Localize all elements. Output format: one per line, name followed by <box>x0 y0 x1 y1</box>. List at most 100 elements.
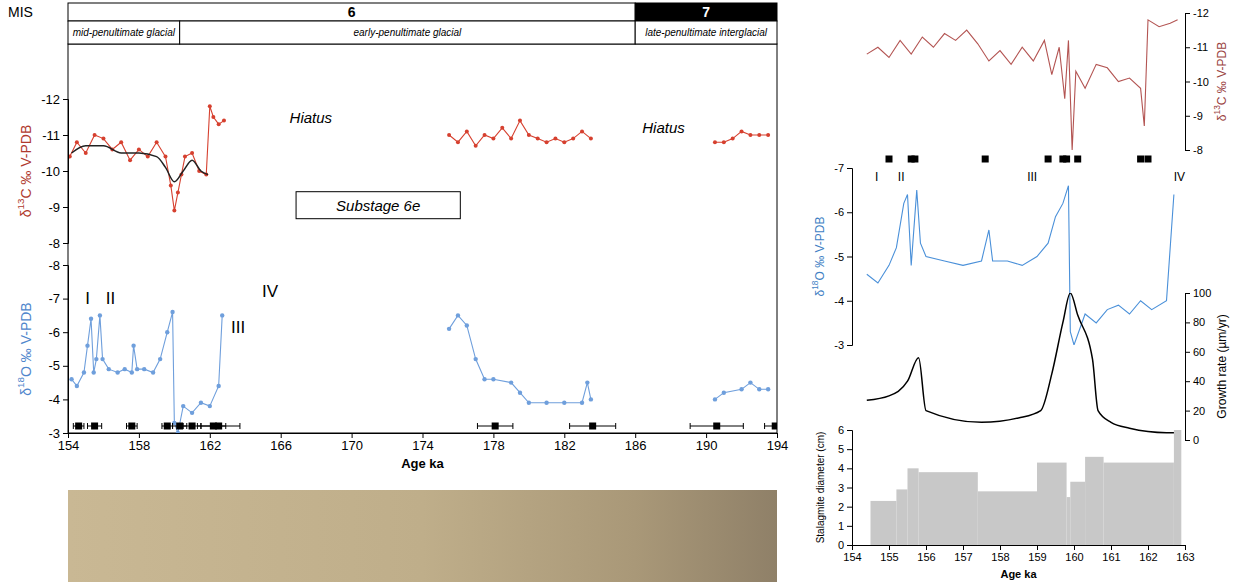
tick-label: 156 <box>917 551 935 563</box>
tick: 162 <box>1139 545 1157 563</box>
tick-label: 60 <box>1193 346 1205 358</box>
tick: 80 <box>1185 316 1205 328</box>
note: Substage 6e <box>336 197 420 214</box>
tick-mark <box>63 243 68 244</box>
date-marker <box>215 423 222 430</box>
tick-mark <box>1185 116 1190 117</box>
line <box>72 146 208 182</box>
tick-label: 166 <box>270 438 292 453</box>
tick: 159 <box>1028 545 1046 563</box>
tick-label: -4 <box>48 392 60 407</box>
point <box>92 370 96 374</box>
point <box>748 380 752 384</box>
point <box>739 387 743 391</box>
tick-label: -4 <box>834 295 844 307</box>
text-part: δ <box>18 209 34 217</box>
point <box>585 380 589 384</box>
tick-label: 182 <box>554 438 576 453</box>
tick-label: -8 <box>48 258 60 273</box>
point <box>491 137 495 141</box>
point <box>447 327 451 331</box>
dates <box>73 423 777 430</box>
bar <box>1174 430 1181 545</box>
error-cap <box>83 423 84 429</box>
point <box>115 370 119 374</box>
point <box>158 357 162 361</box>
point <box>757 387 761 391</box>
tick-mark <box>1185 82 1190 83</box>
tick-mark <box>926 545 927 550</box>
tick: 194 <box>767 433 789 453</box>
tick-label: -3 <box>834 339 844 351</box>
text-part: 13 <box>1212 105 1222 115</box>
error-cap <box>161 423 162 429</box>
point <box>151 370 155 374</box>
axis: -12-11-10-9-8 <box>41 92 68 251</box>
bar <box>1070 482 1085 545</box>
tick-label: -12 <box>41 92 60 107</box>
error-cap <box>764 423 765 429</box>
tick-label: -8 <box>1193 144 1203 156</box>
bar <box>919 472 978 545</box>
point <box>536 137 540 141</box>
y-axis-title: Stalagmite diameter (cm) <box>815 432 826 544</box>
tick-label: -5 <box>48 358 60 373</box>
line <box>72 312 769 433</box>
error-cap <box>615 423 616 429</box>
tick-mark <box>63 99 68 100</box>
tick: 190 <box>696 433 718 453</box>
axis: 154158162166170174178182186190194 <box>58 433 789 453</box>
tick-label: 155 <box>880 551 898 563</box>
point <box>93 133 97 137</box>
error-cap <box>87 423 88 429</box>
axis-line <box>847 431 853 546</box>
tick: 154 <box>843 545 861 563</box>
error-cap <box>172 423 173 429</box>
tick: 1 <box>838 520 852 532</box>
tick-mark <box>1185 440 1190 441</box>
plot-area <box>69 310 770 433</box>
photo <box>68 490 777 582</box>
point <box>757 133 761 137</box>
tick-label: -11 <box>42 128 60 143</box>
point <box>722 140 726 144</box>
tick-mark <box>847 468 852 469</box>
point <box>553 137 557 141</box>
tick-label: 194 <box>767 438 789 453</box>
tick: -9 <box>1185 110 1203 122</box>
line <box>867 293 1178 433</box>
error-cap <box>197 423 198 429</box>
text-part: 18 <box>810 280 820 290</box>
point <box>176 431 180 433</box>
point <box>211 115 215 119</box>
tick: -6 <box>48 325 68 340</box>
tick-mark <box>847 449 852 450</box>
date-marker <box>1137 156 1144 163</box>
bar <box>871 501 897 545</box>
y-axis-title: δ18O ‰ V-PDB <box>15 302 34 395</box>
point <box>169 183 173 187</box>
tick: 6 <box>838 424 852 436</box>
y-axis-title: δ18O ‰ V-PDB <box>810 216 827 296</box>
tick-label: 158 <box>991 551 1009 563</box>
tick: 3 <box>838 482 852 494</box>
tick: 0 <box>838 539 852 551</box>
substage <box>635 21 777 44</box>
tick-label: 159 <box>1028 551 1046 563</box>
dates <box>886 156 1152 163</box>
point <box>220 313 224 317</box>
tick: 174 <box>412 433 434 453</box>
tick: 156 <box>917 545 935 563</box>
date-marker <box>492 423 499 430</box>
tick: 182 <box>554 433 576 453</box>
plot-area <box>867 293 1178 433</box>
tick-label: 100 <box>1193 287 1211 299</box>
tick: -5 <box>834 251 852 263</box>
tick: 186 <box>625 433 647 453</box>
error-cap <box>183 423 184 429</box>
point <box>222 119 226 123</box>
x-axis-title: Age ka <box>1000 568 1037 580</box>
axis-line <box>1186 294 1191 441</box>
tick-label: 154 <box>843 551 861 563</box>
annotation: I <box>875 170 878 184</box>
